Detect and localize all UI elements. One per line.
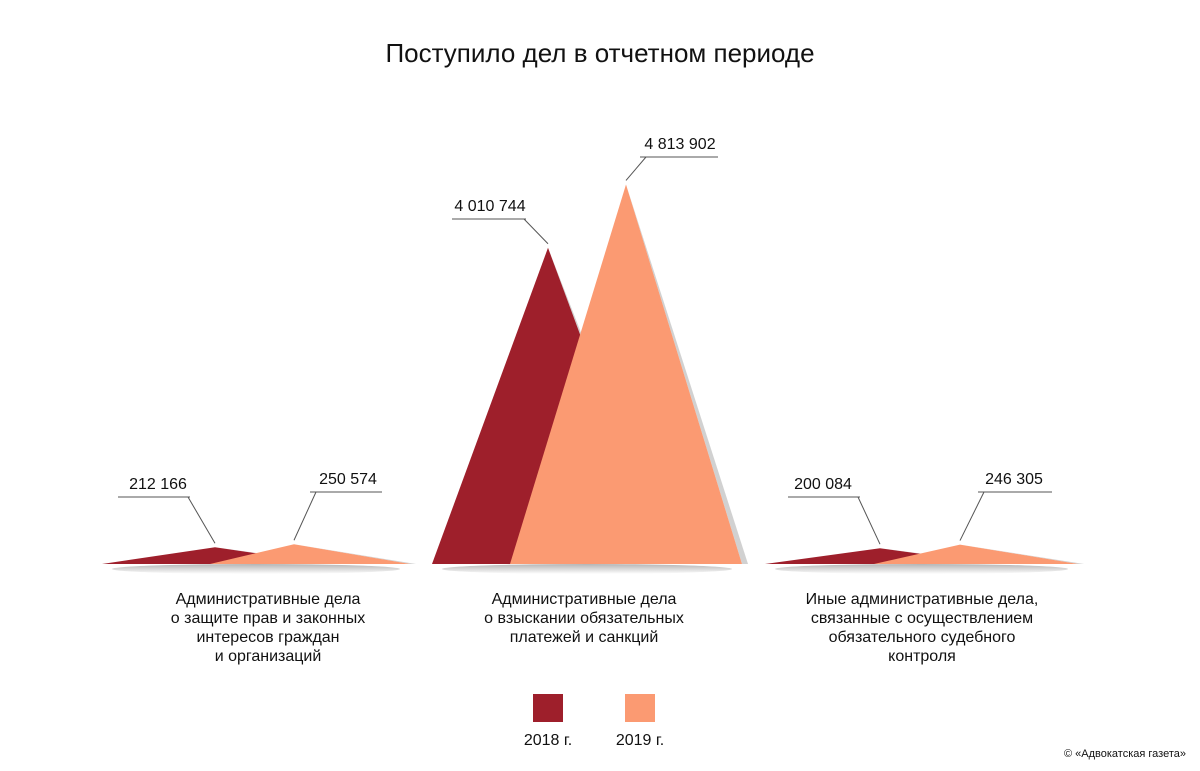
chart-title: Поступило дел в отчетном периоде [385, 38, 815, 68]
data-label-2019-payments: 4 813 902 [644, 136, 715, 153]
base-shadow-payments [442, 564, 732, 574]
legend-label-2019: 2019 г. [615, 732, 665, 749]
legend-swatch-2018 [533, 694, 563, 722]
legend-item-2019: 2019 г. [610, 694, 670, 750]
leader-d-2019-protection [293, 491, 317, 541]
data-label-2019-judicial-control: 246 305 [985, 471, 1043, 488]
peak-2019-payments [510, 184, 742, 565]
data-label-2018-protection: 212 166 [129, 476, 187, 493]
peak-2019-protection [210, 544, 410, 564]
leader-d-2018-payments [523, 218, 549, 245]
peak-2019-judicial-control [874, 544, 1078, 564]
leader-d-2019-judicial-control [959, 491, 985, 541]
legend-item-2018: 2018 г. [518, 694, 578, 750]
legend-swatch-2019 [625, 694, 655, 722]
leader-d-2018-judicial-control [857, 496, 881, 545]
category-label-protection: Административные дела о защите прав и за… [170, 591, 366, 665]
shadow-2019-payments [626, 184, 748, 565]
legend-label-2018: 2018 г. [523, 732, 573, 749]
base-shadow-protection [112, 564, 400, 574]
leader-d-2019-payments [625, 156, 647, 181]
shadow-2018-protection [215, 547, 336, 564]
base-shadow-judicial-control [775, 564, 1068, 574]
shadow-2019-protection [294, 544, 416, 564]
data-label-2018-judicial-control: 200 084 [794, 476, 852, 493]
source-credit: © «Адвокатская газета» [1064, 748, 1186, 760]
shadow-2019-judicial-control [960, 544, 1084, 564]
data-label-2018-payments: 4 010 744 [454, 198, 525, 215]
data-label-2019-protection: 250 574 [319, 471, 377, 488]
category-label-payments: Административные дела о взыскании обязат… [484, 591, 684, 646]
category-label-judicial-control: Иные административные дела, связанные с … [805, 591, 1039, 665]
leader-d-2018-protection [187, 496, 216, 544]
